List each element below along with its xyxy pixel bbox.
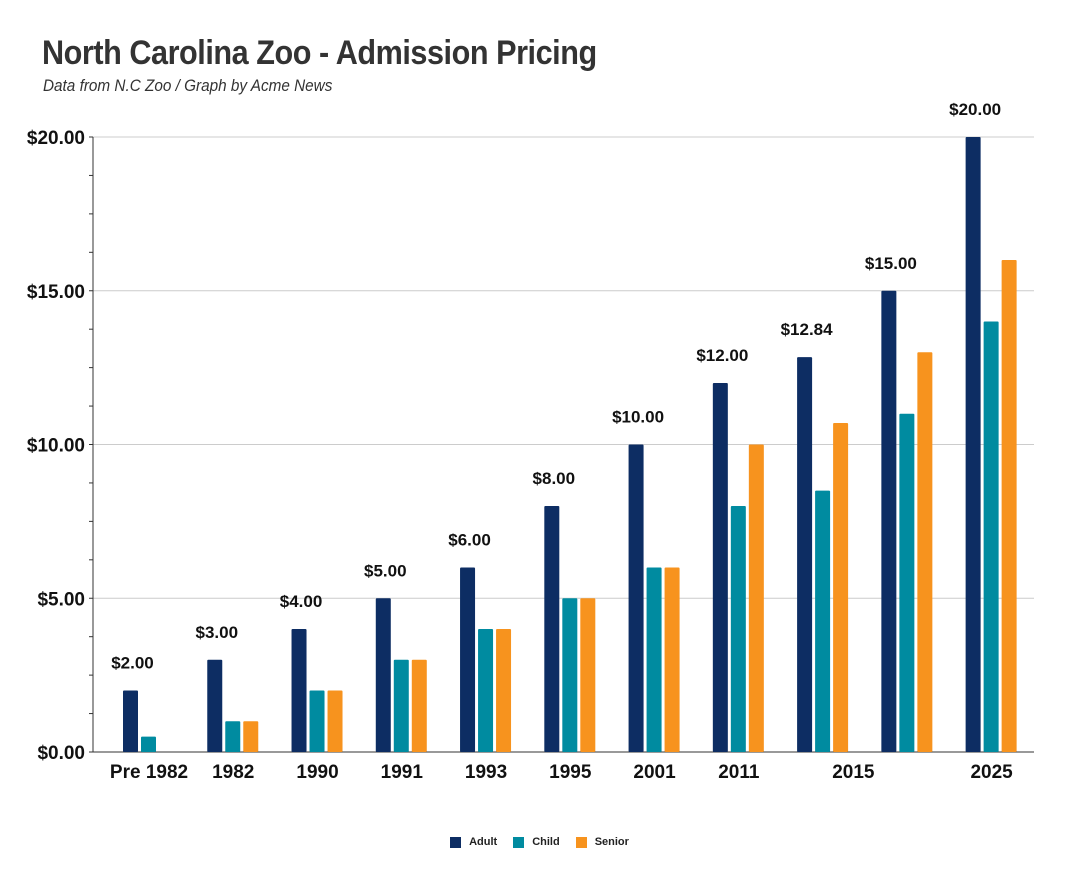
bar-child [815, 490, 831, 752]
bar-adult [544, 506, 560, 752]
bar-adult [628, 444, 644, 752]
bar-child [899, 413, 915, 752]
legend-label: Adult [469, 836, 498, 848]
legend-swatch [575, 836, 587, 848]
legend-item-senior: Senior [575, 836, 629, 848]
x-tick-label: 1993 [465, 762, 507, 783]
data-label: $15.00 [865, 254, 917, 273]
bar-child [309, 690, 325, 752]
bar-child [141, 736, 156, 752]
bar-child [478, 629, 494, 752]
data-label: $4.00 [280, 592, 323, 611]
chart-legend: Adult Child Senior [0, 836, 1079, 848]
y-tick-label: $20.00 [27, 128, 85, 149]
x-tick-label: 2015 [832, 762, 875, 783]
data-label: $10.00 [612, 408, 664, 427]
bar-adult [375, 598, 391, 752]
legend-label: Senior [594, 836, 629, 848]
bar-senior [580, 598, 596, 752]
data-label: $2.00 [111, 654, 154, 673]
bar-child [730, 506, 746, 752]
x-tick-label: Pre 1982 [110, 762, 188, 783]
bar-senior [496, 629, 512, 752]
legend-swatch [513, 836, 525, 848]
bar-senior [1001, 260, 1017, 752]
bar-child [393, 659, 409, 752]
bar-senior [664, 567, 680, 752]
data-label: $3.00 [195, 623, 238, 642]
y-tick-label: $0.00 [37, 743, 85, 764]
x-tick-label: 1995 [549, 762, 592, 783]
legend-item-adult: Adult [450, 836, 497, 848]
bar-senior [327, 690, 343, 752]
legend-swatch [450, 836, 462, 848]
legend-label: Child [532, 836, 560, 848]
y-tick-label: $10.00 [27, 436, 85, 457]
bar-child [646, 567, 662, 752]
x-tick-label: 2011 [718, 762, 760, 783]
bar-senior [243, 721, 259, 752]
bar-child [225, 721, 241, 752]
bar-adult [712, 383, 728, 752]
data-label: $20.00 [949, 100, 1001, 119]
bar-senior [748, 444, 764, 752]
x-tick-label: 2025 [970, 762, 1013, 783]
legend-item-child: Child [513, 836, 560, 848]
bar-child [562, 598, 578, 752]
y-tick-label: $5.00 [37, 589, 85, 610]
data-label: $12.00 [696, 346, 748, 365]
bar-senior [411, 659, 427, 752]
y-tick-label: $15.00 [27, 282, 85, 303]
data-label: $5.00 [364, 561, 407, 580]
bar-adult [460, 567, 476, 752]
data-label: $8.00 [533, 469, 576, 488]
bar-adult [291, 629, 307, 752]
x-tick-label: 1990 [296, 762, 338, 783]
bar-adult [797, 357, 813, 752]
bar-senior [917, 352, 933, 752]
data-label: $6.00 [448, 531, 491, 550]
bar-senior [833, 422, 849, 752]
bar-child [983, 321, 999, 752]
data-label: $12.84 [781, 320, 834, 339]
chart-subtitle: Data from N.C Zoo / Graph by Acme News [43, 76, 333, 95]
bar-adult [123, 690, 138, 752]
bar-adult [881, 290, 897, 752]
x-tick-label: 1991 [381, 762, 424, 783]
chart-title: North Carolina Zoo - Admission Pricing [42, 34, 597, 72]
x-tick-label: 2001 [633, 762, 676, 783]
bar-adult [207, 659, 223, 752]
x-tick-label: 1982 [212, 762, 254, 783]
bar-adult [965, 137, 981, 752]
